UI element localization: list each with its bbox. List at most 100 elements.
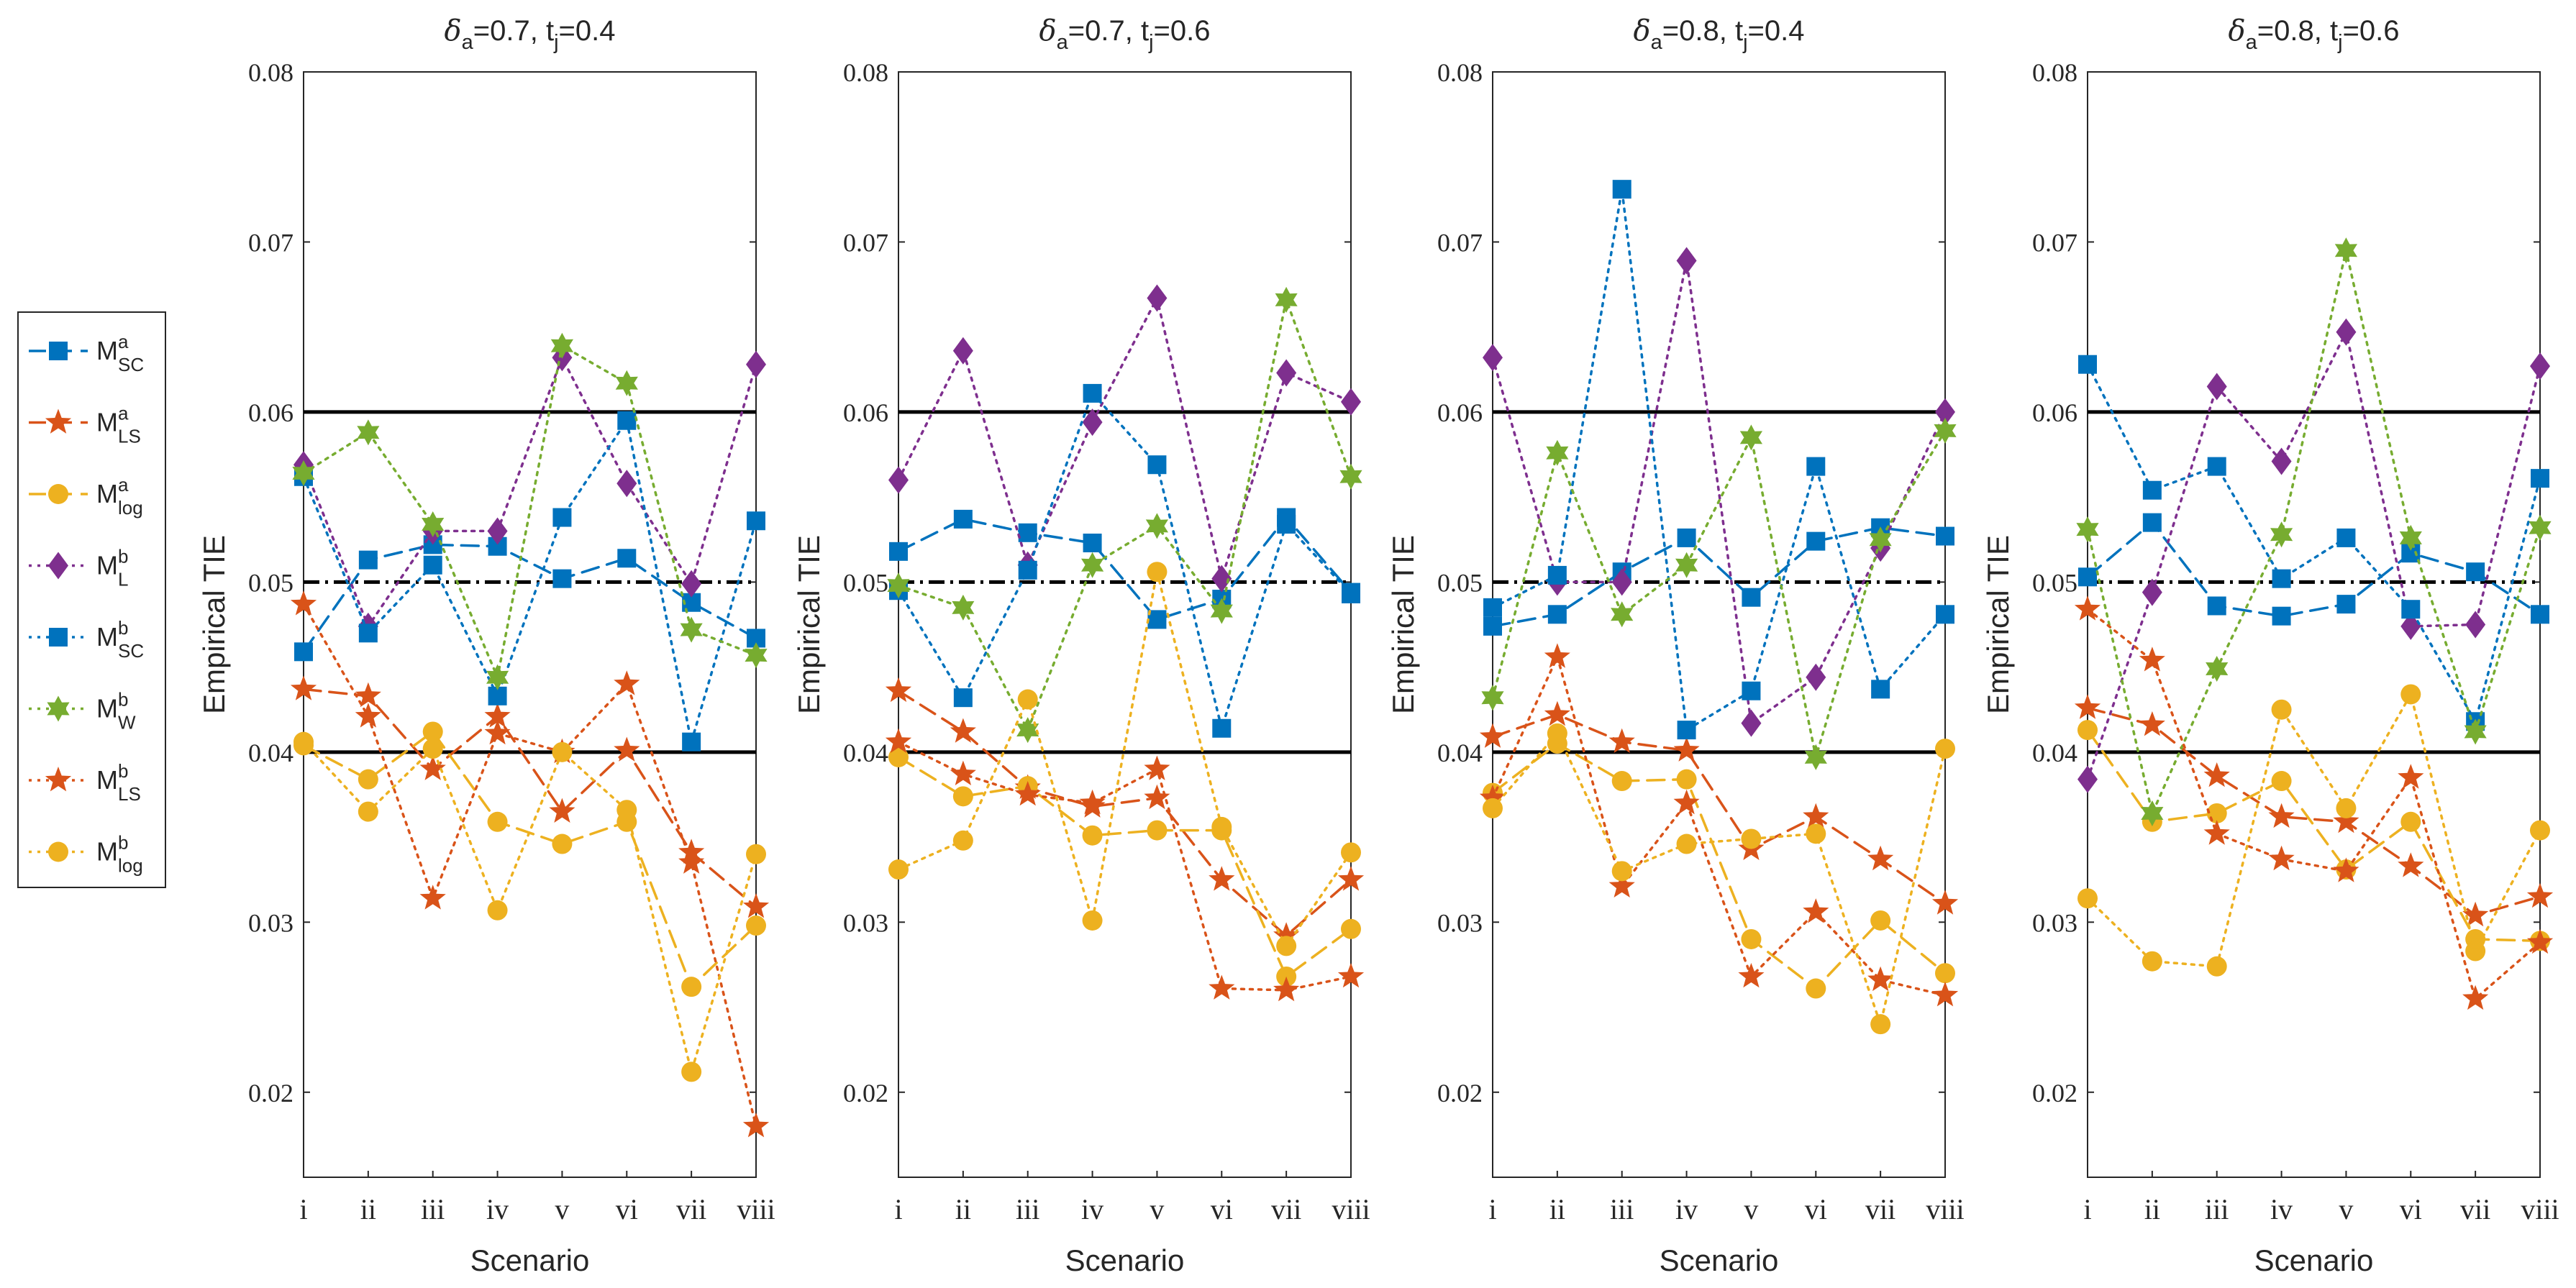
panel-title-end: =0.4	[1748, 15, 1805, 47]
legend-entry: Mb W	[29, 689, 136, 734]
x-tick-label: iv	[486, 1193, 509, 1225]
data-point	[2529, 514, 2552, 541]
legend-label-sub: log	[118, 855, 143, 877]
panel-title-sub-j: j	[2337, 31, 2342, 54]
data-point	[2465, 941, 2486, 962]
data-point	[1738, 963, 1765, 988]
series-a-ls	[1479, 700, 1959, 915]
data-point	[290, 675, 317, 700]
data-point	[423, 555, 442, 575]
panel-title-sub-a: a	[1057, 31, 1069, 54]
y-tick-label: 0.07	[248, 228, 293, 257]
data-point	[1675, 552, 1698, 578]
data-point	[1806, 663, 1826, 691]
y-tick-label: 0.04	[2032, 739, 2077, 767]
data-point	[2078, 567, 2097, 587]
x-tick-label: i	[894, 1193, 902, 1225]
data-point	[1209, 866, 1235, 891]
panel-title-sub-j: j	[553, 31, 558, 54]
y-tick-label: 0.08	[248, 58, 293, 87]
x-tick-label: viii	[1332, 1193, 1370, 1225]
data-point	[1481, 685, 1504, 711]
legend-entry: Mb SC	[29, 617, 144, 662]
data-point	[1676, 833, 1697, 854]
legend-entry: Ma LS	[29, 403, 141, 447]
panel-title-mid: =0.7, t	[473, 15, 554, 47]
data-point	[1547, 565, 1567, 585]
data-point	[1276, 359, 1297, 387]
series-line	[1491, 260, 1947, 726]
series-line	[302, 354, 757, 629]
panel-title-end: =0.6	[1154, 15, 1211, 47]
legend-marker	[48, 552, 68, 580]
legend-entry: Ma log	[29, 474, 143, 519]
x-tick-label: ii	[2144, 1193, 2160, 1225]
data-point	[2142, 951, 2162, 972]
panel-4: δa=0.8, tj=0.6 0.02 0.03 0.04 0.05 0.06 0.07 0.…	[1981, 14, 2559, 1277]
series-b-sc	[1483, 180, 1954, 740]
data-point	[1803, 803, 1829, 828]
data-point	[1273, 976, 1300, 1002]
data-point	[2333, 857, 2359, 882]
series-b-ls	[2074, 595, 2554, 1010]
data-point	[2462, 901, 2489, 927]
panel-title: δa=0.7, tj=0.4	[445, 14, 616, 54]
data-point	[1083, 533, 1102, 552]
x-tick-label: i	[299, 1193, 307, 1225]
y-tick-label: 0.08	[1437, 58, 1483, 87]
panel-title: δa=0.7, tj=0.6	[1039, 14, 1211, 54]
data-point	[887, 572, 910, 599]
x-tick-label: iii	[1016, 1193, 1039, 1225]
data-point	[1483, 598, 1502, 617]
data-point	[885, 728, 912, 753]
data-point	[2203, 762, 2230, 787]
data-point	[1611, 861, 1632, 882]
x-axis-label: Scenario	[1660, 1243, 1779, 1277]
x-axis-label: Scenario	[470, 1243, 590, 1277]
data-point	[1931, 890, 1959, 915]
data-point	[2074, 694, 2101, 719]
data-point	[1870, 1014, 1891, 1035]
x-tick-label: v	[1150, 1193, 1164, 1225]
data-point	[484, 703, 511, 728]
data-point	[2077, 765, 2098, 793]
legend-marker	[48, 841, 68, 862]
data-point	[614, 736, 640, 762]
x-tick-label: vii	[1271, 1193, 1301, 1225]
x-tick-label: iv	[1081, 1193, 1103, 1225]
data-point	[358, 550, 378, 570]
panel-title-mid: =0.7, t	[1068, 15, 1149, 47]
data-point	[486, 664, 509, 690]
data-point	[290, 590, 317, 616]
y-tick-label: 0.05	[843, 568, 888, 597]
axes-box	[2087, 71, 2541, 1178]
data-point	[1016, 717, 1039, 744]
series-line	[302, 343, 757, 682]
axes-box	[898, 71, 1352, 1178]
series-line	[2086, 690, 2541, 968]
series-line	[897, 571, 1352, 949]
data-point	[1337, 963, 1365, 988]
series-b-l	[2077, 318, 2550, 793]
panel-title-greek: δ	[1039, 14, 1057, 47]
data-point	[1276, 936, 1297, 956]
x-tick-label: ii	[955, 1193, 971, 1225]
data-point	[2530, 352, 2550, 380]
data-point	[2078, 355, 2097, 374]
legend-label-sup: b	[118, 689, 128, 711]
data-point	[1741, 828, 1762, 849]
legend-label-base: M	[96, 694, 118, 723]
data-point	[2401, 600, 2421, 619]
legend-label-base: M	[96, 336, 118, 365]
data-point	[1341, 842, 1361, 863]
data-point	[1742, 588, 1761, 607]
data-point	[1870, 910, 1891, 931]
legend-label-sub: L	[118, 569, 128, 590]
y-tick-label: 0.06	[2032, 398, 2077, 427]
series-line	[897, 689, 1352, 938]
data-point	[745, 642, 768, 669]
data-point	[1483, 616, 1502, 636]
data-point	[419, 885, 446, 910]
